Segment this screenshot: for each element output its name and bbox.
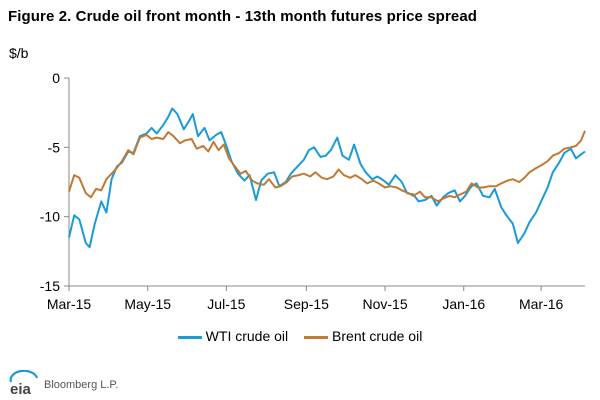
y-tick-label: 0 — [52, 70, 60, 86]
x-tick-label: May-15 — [124, 296, 171, 312]
footer: eia Bloomberg L.P. — [0, 368, 600, 400]
brent-series-line — [68, 130, 586, 203]
x-tick-label: Jul-15 — [207, 296, 245, 312]
legend-label-brent: Brent crude oil — [332, 328, 423, 344]
source-note: Bloomberg L.P. — [44, 379, 119, 391]
x-tick-label: Mar-16 — [519, 296, 564, 312]
legend: WTI crude oil Brent crude oil — [0, 328, 600, 344]
legend-label-wti: WTI crude oil — [205, 328, 289, 344]
y-tick-label: -5 — [48, 139, 61, 155]
x-tick-label: Nov-15 — [362, 296, 407, 312]
x-tick-label: Sep-15 — [284, 296, 329, 312]
legend-item-brent: Brent crude oil — [304, 328, 422, 344]
legend-item-wti: WTI crude oil — [177, 328, 289, 344]
legend-swatch-wti — [177, 335, 202, 339]
y-axis-unit-label: $/b — [9, 45, 29, 61]
y-tick-label: -15 — [40, 278, 60, 294]
legend-swatch-brent — [304, 335, 329, 339]
wti-series-line — [68, 107, 586, 249]
chart-title: Figure 2. Crude oil front month - 13th m… — [8, 8, 478, 25]
x-tick-label: Jan-16 — [442, 296, 485, 312]
y-tick-label: -10 — [40, 209, 60, 225]
x-tick-label: Mar-15 — [47, 296, 92, 312]
eia-logo: eia — [9, 370, 39, 398]
svg-text:eia: eia — [10, 381, 32, 398]
chart-canvas: 0 -5 -10 -15 Mar-15 May-15 Jul-15 Sep-15 Nov-15 J… — [40, 70, 586, 312]
